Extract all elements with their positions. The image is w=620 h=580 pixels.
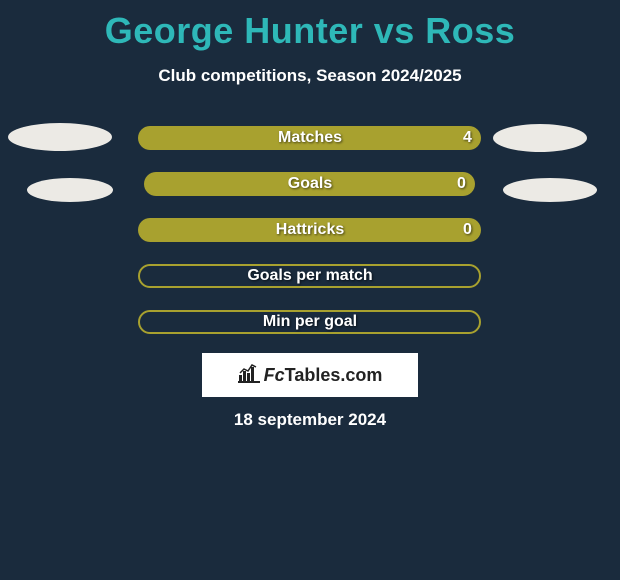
fctables-logo[interactable]: FcTables.com: [202, 353, 418, 397]
stat-label: Min per goal: [263, 313, 357, 331]
stat-value-right: 4: [463, 129, 472, 147]
player-ellipse-left: [8, 123, 112, 151]
stat-label: Goals per match: [247, 267, 372, 285]
player-ellipse-right: [503, 178, 597, 202]
stat-label: Matches: [278, 129, 342, 147]
stat-value-right: 0: [463, 221, 472, 239]
stat-row: Hattricks 0: [0, 218, 620, 242]
stat-bar-right: [310, 172, 475, 196]
stat-row: Goals 0: [0, 172, 620, 196]
logo-suffix: Tables.com: [285, 365, 383, 386]
player-ellipse-right: [493, 124, 587, 152]
stat-label: Goals: [288, 175, 332, 193]
stat-row: Matches 4: [0, 126, 620, 150]
logo-prefix: Fc: [264, 365, 285, 386]
stat-label: Hattricks: [276, 221, 344, 239]
stat-row: Min per goal: [0, 310, 620, 334]
chart-icon: [238, 363, 260, 388]
stat-row: Goals per match: [0, 264, 620, 288]
subtitle: Club competitions, Season 2024/2025: [0, 66, 620, 86]
stat-value-right: 0: [457, 175, 466, 193]
player-ellipse-left: [27, 178, 113, 202]
stat-bar-left: [144, 172, 310, 196]
logo-text: FcTables.com: [264, 365, 383, 386]
date-text: 18 september 2024: [234, 410, 386, 430]
page-title: George Hunter vs Ross: [0, 0, 620, 52]
